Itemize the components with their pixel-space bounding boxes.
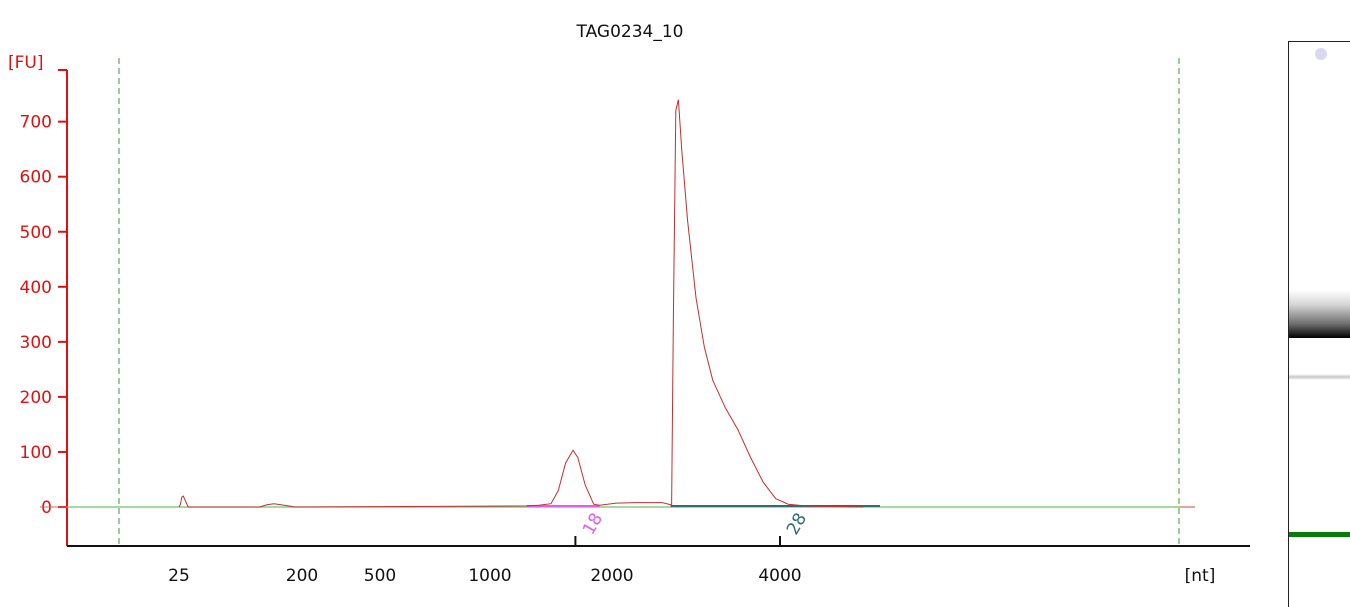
x-tick-label: 25: [168, 566, 190, 586]
gel-faint-band: [1289, 374, 1350, 380]
x-tick-label: 1000: [468, 566, 511, 586]
chart-title: TAG0234_10: [576, 22, 684, 42]
y-tick-label: 600: [20, 168, 52, 188]
electropherogram-chart: TAG0234_10 [FU] 0 100 200 300 400 500 600 700 25 2…: [8, 22, 1250, 586]
y-tick-label: 0: [41, 498, 52, 518]
x-tick-label: 4000: [758, 566, 801, 586]
y-tick-label: 100: [20, 443, 52, 463]
plot-area: 18 28: [40, 58, 1195, 546]
gel-main-band: [1289, 290, 1350, 338]
y-tick-label: 500: [20, 223, 52, 243]
signal-trace: [178, 99, 864, 508]
x-tick-label: 200: [286, 566, 318, 586]
axes: [FU] 0 100 200 300 400 500 600 700 25 200 500 1000 20…: [8, 53, 1250, 586]
region-label: 28: [783, 510, 811, 539]
y-tick-label: 300: [20, 333, 52, 353]
x-tick-label: 2000: [590, 566, 633, 586]
region-label: 18: [579, 510, 607, 539]
y-tick-label: 200: [20, 388, 52, 408]
x-axis-unit: [nt]: [1185, 566, 1216, 586]
x-tick-label: 500: [364, 566, 396, 586]
y-tick-label: 400: [20, 278, 52, 298]
gel-lane-image: [1288, 41, 1350, 607]
gel-marker-spot: [1315, 48, 1327, 60]
y-axis-unit: [FU]: [8, 53, 44, 73]
y-tick-label: 700: [20, 113, 52, 133]
gel-green-marker-band: [1289, 532, 1350, 537]
